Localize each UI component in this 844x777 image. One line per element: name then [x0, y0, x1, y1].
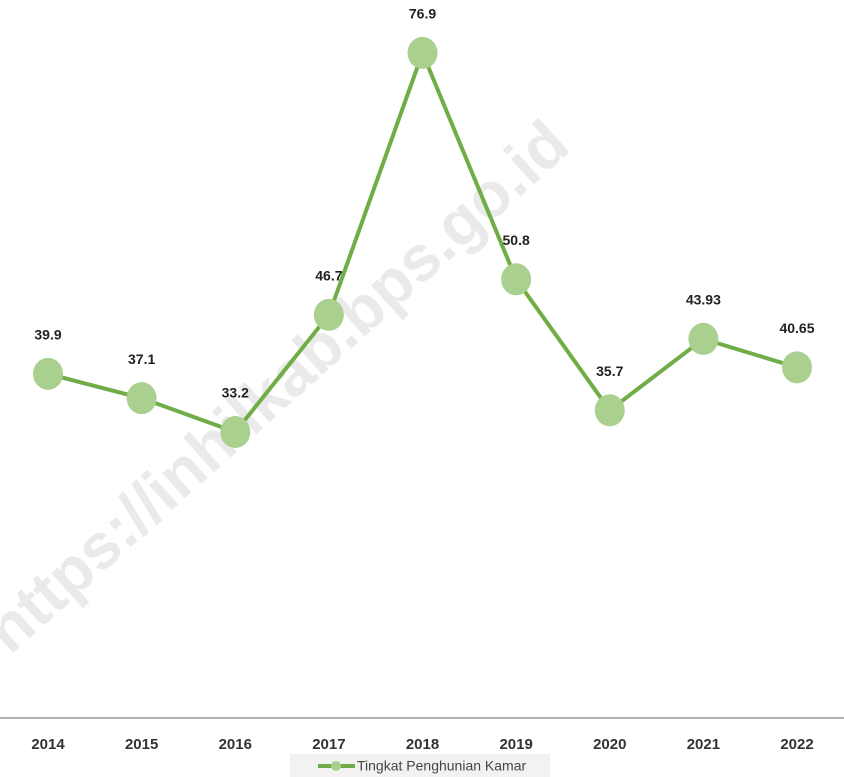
marker — [407, 36, 438, 69]
x-tick-label: 2017 — [312, 736, 345, 753]
x-tick-label: 2014 — [31, 736, 65, 753]
legend-label: Tingkat Penghunian Kamar — [357, 758, 526, 774]
data-label: 39.9 — [34, 327, 61, 343]
data-label: 35.7 — [596, 363, 623, 379]
marker — [126, 382, 157, 415]
x-tick-label: 2020 — [593, 736, 626, 753]
data-label: 46.7 — [315, 268, 342, 284]
marker — [220, 415, 251, 448]
legend-box — [290, 754, 550, 777]
x-tick-label: 2022 — [780, 736, 813, 753]
data-label: 37.1 — [128, 351, 155, 367]
x-tick-label: 2018 — [406, 736, 439, 753]
legend-marker — [331, 761, 341, 771]
data-label: 33.2 — [222, 385, 249, 401]
marker — [688, 322, 719, 355]
x-tick-label: 2019 — [499, 736, 532, 753]
watermark: https://inhilkab.bps.go.id — [0, 106, 582, 666]
marker — [782, 351, 812, 384]
data-label: 76.9 — [409, 6, 436, 22]
marker — [594, 394, 625, 427]
marker — [501, 263, 532, 296]
x-tick-label: 2021 — [687, 736, 720, 753]
data-label: 40.65 — [779, 320, 814, 336]
x-tick-label: 2015 — [125, 736, 158, 753]
marker — [313, 298, 344, 331]
data-label: 50.8 — [503, 232, 530, 248]
data-label: 43.93 — [686, 292, 721, 308]
x-tick-label: 2016 — [219, 736, 252, 753]
marker — [33, 357, 63, 390]
